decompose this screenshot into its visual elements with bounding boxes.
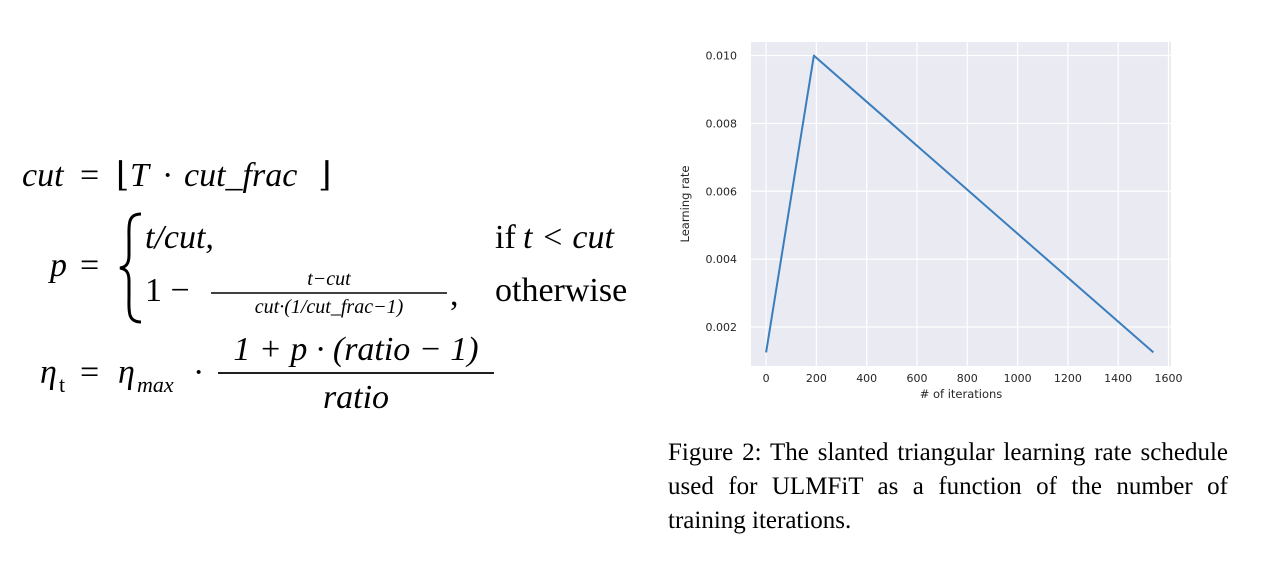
- y-tick-label: 0.004: [706, 253, 738, 266]
- cut-dot: ·: [162, 157, 173, 194]
- tick-labels: 0 200 400 600 800 1000 1200 1400 1600 0.002 0.004 0…: [706, 50, 1183, 385]
- case2-comma: ,: [450, 276, 459, 313]
- x-tick-label: 1000: [1004, 372, 1032, 385]
- eta-max-subscript: max: [137, 372, 174, 397]
- y-tick-label: 0.010: [706, 50, 738, 63]
- case1-cond: t < cut: [523, 219, 615, 256]
- x-tick-label: 1200: [1054, 372, 1082, 385]
- cut-frac: cut_frac: [184, 157, 297, 194]
- x-axis-label: # of iterations: [920, 387, 1003, 401]
- case2-numerator: t−cut: [307, 268, 351, 290]
- x-tick-label: 600: [906, 372, 927, 385]
- eta-max: η: [118, 354, 135, 391]
- x-tick-label: 1600: [1154, 372, 1182, 385]
- equation-eta: η t = η max · 1 + p · (ratio − 1) ratio: [40, 331, 494, 416]
- learning-rate-chart: 0 200 400 600 800 1000 1200 1400 1600 0.002 0.004 0…: [678, 42, 1183, 401]
- eta-t-subscript: t: [59, 372, 65, 397]
- p-lhs: p: [48, 247, 67, 284]
- series-layer: [765, 54, 1155, 354]
- floor-left: ⌊: [116, 157, 129, 194]
- x-tick-label: 200: [806, 372, 827, 385]
- eta-denominator: ratio: [323, 379, 389, 416]
- cut-equals: =: [80, 157, 99, 194]
- case2-denominator: cut·(1/cut_frac−1): [255, 296, 404, 318]
- plot-area: [751, 42, 1171, 366]
- p-equals: =: [80, 247, 99, 284]
- x-tick-label: 800: [957, 372, 978, 385]
- cut-T: T: [130, 157, 151, 194]
- y-tick-label: 0.006: [706, 185, 738, 198]
- eta-t: η: [40, 354, 57, 391]
- left-brace: [119, 212, 142, 324]
- equation-cut: cut = ⌊ T · cut_frac ⌋: [22, 157, 331, 194]
- floor-right: ⌋: [318, 157, 331, 194]
- case1-if: if: [495, 219, 516, 256]
- eta-equals: =: [80, 354, 99, 391]
- y-tick-label: 0.008: [706, 117, 738, 130]
- case2-one-minus: 1 −: [145, 272, 190, 309]
- grid: [751, 42, 1171, 366]
- y-tick-label: 0.002: [706, 321, 738, 334]
- eta-numerator: 1 + p · (ratio − 1): [233, 331, 478, 368]
- formula-block: cut = ⌊ T · cut_frac ⌋ p = t/cut, if t <…: [22, 157, 627, 416]
- x-tick-label: 0: [763, 372, 770, 385]
- case2-cond: otherwise: [495, 272, 627, 309]
- x-tick-label: 1400: [1104, 372, 1132, 385]
- equation-p: p = t/cut, if t < cut 1 − t−cut cut·(1/c…: [48, 212, 627, 324]
- eta-dot: ·: [193, 354, 204, 391]
- figure-caption: Figure 2: The slanted triangular learnin…: [668, 439, 1228, 534]
- x-tick-label: 400: [856, 372, 877, 385]
- cut-lhs: cut: [22, 157, 65, 194]
- y-axis-label: Learning rate: [678, 166, 692, 243]
- case1-expr: t/cut,: [145, 219, 214, 256]
